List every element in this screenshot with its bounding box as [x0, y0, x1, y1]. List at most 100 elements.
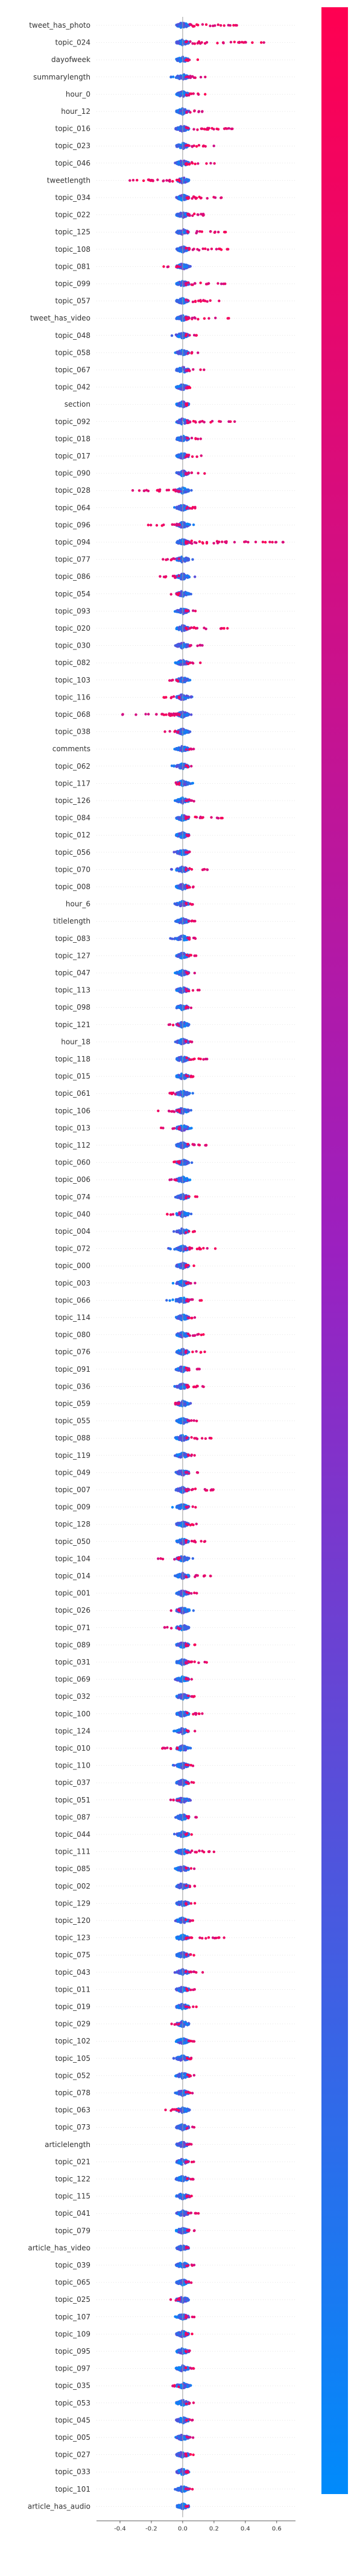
shap-point	[175, 196, 178, 199]
shap-point	[215, 248, 218, 251]
shap-point	[203, 317, 206, 320]
feature-label: topic_023	[55, 142, 91, 150]
feature-label: topic_094	[55, 538, 91, 546]
shap-point	[185, 868, 188, 872]
shap-point	[191, 214, 194, 217]
shap-point	[184, 75, 188, 79]
shap-point	[217, 282, 220, 285]
shap-point	[186, 765, 189, 769]
feature-label: topic_054	[55, 590, 91, 598]
shap-point	[217, 231, 220, 234]
feature-label: topic_068	[55, 710, 91, 719]
feature-row: topic_048	[55, 331, 296, 340]
feature-row: topic_042	[55, 383, 296, 392]
shap-point	[181, 831, 184, 834]
shap-point	[209, 299, 212, 302]
shap-point	[199, 75, 203, 79]
feature-row: topic_127	[55, 951, 296, 960]
shap-point	[177, 524, 180, 527]
shap-point	[193, 25, 196, 28]
shap-point	[204, 75, 207, 78]
feature-label: topic_058	[55, 348, 91, 357]
shap-point	[230, 127, 233, 131]
shap-point	[185, 627, 188, 630]
shap-point	[185, 369, 188, 372]
shap-point	[199, 437, 202, 440]
shap-point	[189, 593, 192, 596]
feature-row: topic_058	[55, 348, 296, 357]
shap-point	[200, 127, 204, 130]
shap-point	[185, 540, 188, 543]
shap-point	[200, 230, 203, 233]
feature-row: topic_125	[55, 228, 296, 236]
shap-point	[178, 300, 181, 303]
shap-point	[165, 558, 168, 561]
shap-point	[180, 660, 183, 663]
shap-point	[177, 937, 180, 941]
shap-point	[177, 643, 180, 647]
feature-row: topic_018	[55, 434, 296, 443]
shap-point	[210, 816, 213, 819]
shap-point	[178, 954, 181, 957]
feature-label: topic_047	[55, 969, 91, 977]
shap-point	[194, 162, 197, 166]
shap-point	[182, 211, 185, 214]
shap-point	[192, 420, 195, 423]
shap-point	[188, 575, 191, 579]
shap-point	[182, 215, 185, 218]
shap-point	[174, 730, 177, 733]
shap-point	[174, 161, 177, 164]
shap-point	[218, 299, 221, 302]
shap-point	[185, 574, 188, 577]
shap-point	[183, 249, 186, 253]
shap-point	[190, 903, 194, 906]
shap-point	[197, 299, 200, 302]
shap-point	[177, 471, 180, 474]
shap-point	[186, 558, 189, 561]
shap-point	[175, 41, 178, 45]
shap-point	[177, 248, 180, 251]
feature-label: topic_096	[55, 521, 91, 529]
shap-point	[171, 678, 174, 682]
shap-point	[137, 489, 141, 492]
shap-point	[181, 42, 184, 46]
feature-row: topic_077	[55, 555, 296, 564]
shap-point	[188, 920, 191, 923]
shap-point	[193, 972, 196, 975]
shap-point	[182, 573, 186, 576]
shap-point	[194, 937, 197, 940]
shap-point	[200, 213, 203, 216]
feature-label: topic_117	[55, 779, 91, 787]
shap-point	[182, 128, 185, 131]
shap-point	[162, 713, 166, 716]
feature-label: dayofweek	[51, 55, 90, 64]
feature-label: comments	[52, 745, 90, 753]
shap-point	[180, 540, 184, 543]
shap-point	[213, 162, 216, 165]
shap-point	[185, 918, 188, 921]
shap-point	[185, 472, 188, 476]
feature-label: topic_099	[55, 280, 91, 288]
shap-point	[147, 524, 150, 527]
shap-point	[131, 178, 135, 182]
shap-point	[187, 954, 190, 958]
shap-point	[185, 284, 188, 287]
shap-point	[185, 610, 188, 613]
shap-point	[169, 593, 172, 596]
shap-point	[174, 386, 178, 389]
shap-point	[187, 454, 191, 457]
shap-point	[142, 489, 146, 492]
shap-point	[175, 248, 179, 251]
shap-point	[179, 936, 182, 939]
shap-point	[172, 695, 175, 698]
shap-point	[201, 420, 204, 423]
shap-point	[169, 714, 172, 717]
feature-label: topic_046	[55, 159, 91, 167]
shap-point	[190, 471, 193, 474]
shap-point	[173, 902, 176, 905]
feature-label: topic_093	[55, 607, 91, 615]
feature-row: topic_084	[55, 814, 296, 822]
feature-row: hour_6	[66, 900, 296, 908]
shap-point	[185, 22, 188, 25]
shap-point	[169, 868, 173, 871]
